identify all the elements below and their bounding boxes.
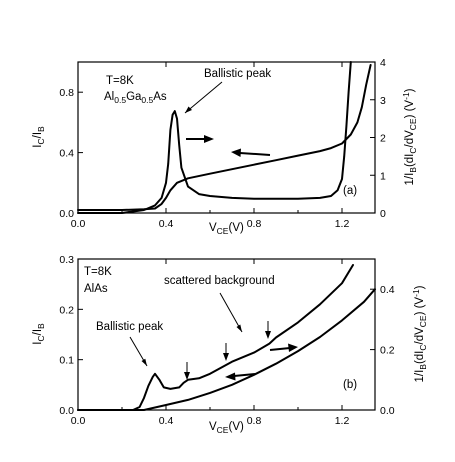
arrow-left-a bbox=[239, 152, 271, 156]
y2tick-label-b-1: 0.2 bbox=[380, 345, 395, 357]
ballistic-peak-label-a: Ballistic peak bbox=[204, 68, 271, 80]
curve-a-derivative bbox=[77, 61, 352, 214]
feature-arrow-1-head bbox=[184, 372, 190, 380]
ytick-label-a-0: 0.0 bbox=[59, 208, 74, 220]
y2tick-label-a-3: 3 bbox=[380, 95, 386, 107]
scattered-background-label: scattered background bbox=[164, 275, 275, 287]
ytick-label-b-1: 0.1 bbox=[59, 355, 74, 367]
ylabel-a: IC/IB bbox=[32, 126, 46, 148]
ylabel-b: IC/IB bbox=[32, 323, 46, 345]
feature-arrow-3-head bbox=[265, 331, 271, 339]
arrow-right-b bbox=[269, 347, 291, 351]
panel-tag-a: (a) bbox=[343, 185, 357, 197]
arrow-left-b bbox=[233, 373, 256, 377]
xtick-label-a-0: 0.0 bbox=[71, 218, 86, 230]
feature-arrow-2-head bbox=[223, 353, 229, 361]
material-label-b: AlAs bbox=[84, 283, 108, 295]
y2label-a: 1/IB(dIC/dVCE) (V-1) bbox=[401, 88, 418, 185]
xtick-label-b-3: 1.2 bbox=[335, 415, 350, 427]
panel-b: 0.0 0.4 0.8 1.2 0.0 0.1 0.2 0.3 0.0 0.2 0.4 T=8K A… bbox=[32, 254, 428, 435]
plot-frame-b bbox=[77, 258, 376, 411]
curve-b-derivative bbox=[77, 264, 354, 411]
xlabel-b: VCE(V) bbox=[209, 421, 244, 435]
temp-label-a: T=8K bbox=[106, 75, 134, 87]
xtick-label-a-1: 0.4 bbox=[159, 218, 174, 230]
y2tick-label-a-1: 1 bbox=[380, 170, 386, 182]
axes-a: 0.0 0.4 0.8 1.2 0.0 0.4 0.8 0 1 2 3 4 bbox=[59, 57, 386, 230]
xtick-label-a-2: 0.8 bbox=[247, 218, 262, 230]
xtick-label-b-2: 0.8 bbox=[247, 415, 262, 427]
arrow-left-head-a bbox=[231, 148, 241, 157]
arrow-right-head-b bbox=[288, 343, 298, 352]
ytick-label-b-0: 0.0 bbox=[59, 405, 74, 417]
ballistic-peak-label-b: Ballistic peak bbox=[96, 321, 163, 333]
ytick-label-b-3: 0.3 bbox=[59, 254, 74, 266]
y2tick-label-b-2: 0.4 bbox=[380, 284, 395, 296]
axes-b: 0.0 0.4 0.8 1.2 0.0 0.1 0.2 0.3 0.0 0.2 0.4 bbox=[59, 254, 394, 427]
peak-pointer-a bbox=[184, 81, 223, 114]
material-label-a: Al0.5Ga0.5As bbox=[104, 91, 167, 105]
xtick-label-a-3: 1.2 bbox=[335, 218, 350, 230]
curve-a-current-ratio bbox=[77, 64, 372, 211]
panel-tag-b: (b) bbox=[343, 379, 357, 391]
xlabel-a: VCE(V) bbox=[209, 222, 244, 236]
y2tick-label-a-2: 2 bbox=[380, 133, 386, 145]
xtick-label-b-1: 0.4 bbox=[159, 415, 174, 427]
small-down-arrows bbox=[184, 321, 271, 380]
ytick-label-b-2: 0.2 bbox=[59, 304, 74, 316]
y2label-b: 1/IB(dIC/dVCE) (V-1) bbox=[411, 285, 428, 382]
background-pointer bbox=[219, 292, 243, 333]
temp-label-b: T=8K bbox=[84, 266, 112, 278]
ytick-label-a-2: 0.8 bbox=[59, 87, 74, 99]
y2tick-label-b-0: 0.0 bbox=[380, 405, 395, 417]
panel-a: 0.0 0.4 0.8 1.2 0.0 0.4 0.8 0 1 2 3 4 T=8K Al0.5Ga0… bbox=[32, 57, 418, 236]
y2tick-label-a-4: 4 bbox=[380, 57, 386, 69]
peak-pointer-head-b bbox=[141, 358, 147, 366]
arrow-left-head-b bbox=[225, 372, 236, 381]
peak-pointer-head-a bbox=[185, 106, 192, 113]
ytick-label-a-1: 0.4 bbox=[59, 148, 74, 160]
arrow-right-head-a bbox=[204, 135, 214, 143]
y2tick-label-a-0: 0 bbox=[380, 208, 386, 220]
background-pointer-head bbox=[236, 324, 242, 332]
xtick-label-b-0: 0.0 bbox=[71, 415, 86, 427]
